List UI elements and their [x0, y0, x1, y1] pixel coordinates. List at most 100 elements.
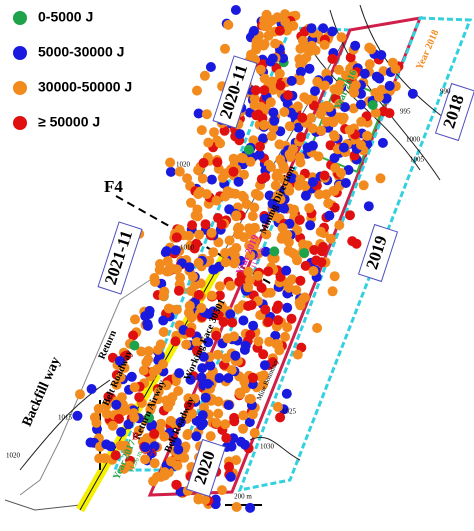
event-dot	[263, 30, 274, 41]
event-dot	[116, 427, 127, 437]
event-dot	[364, 42, 375, 53]
event-dot	[182, 173, 193, 184]
event-dot	[373, 91, 384, 102]
event-dot	[259, 213, 270, 224]
event-dot	[272, 401, 283, 412]
event-dot	[171, 479, 182, 490]
event-dot	[244, 417, 255, 428]
event-dot	[175, 417, 186, 427]
event-dot	[91, 417, 102, 428]
event-dot	[261, 9, 272, 20]
point-label: B	[132, 431, 139, 442]
event-dot	[172, 264, 182, 275]
legend-label: 5000-30000 J	[38, 44, 124, 60]
event-dot	[171, 304, 182, 315]
event-dot	[174, 166, 185, 177]
event-dot	[281, 265, 292, 276]
event-dot	[311, 255, 322, 266]
event-dot	[193, 289, 204, 300]
event-dot	[277, 222, 288, 233]
event-dot	[254, 149, 265, 160]
event-dot	[245, 394, 256, 404]
event-dot	[295, 300, 306, 311]
event-dot	[198, 351, 209, 362]
event-dot	[184, 262, 195, 273]
event-dot	[229, 331, 239, 342]
event-dot	[284, 282, 294, 293]
event-dot	[306, 23, 317, 34]
event-dot	[213, 237, 224, 248]
event-dot	[240, 340, 251, 351]
event-dot	[319, 80, 330, 91]
event-dot	[193, 494, 204, 505]
event-dot	[186, 312, 197, 323]
event-dot	[233, 222, 244, 233]
event-dot	[235, 129, 245, 140]
event-dot	[140, 454, 151, 465]
event-dot	[144, 305, 155, 316]
event-dot	[321, 189, 332, 200]
contour-label: 1025	[282, 408, 297, 416]
legend-label: 30000-50000 J	[38, 79, 132, 95]
event-dot	[161, 246, 172, 257]
event-dot	[161, 380, 172, 391]
event-dot	[126, 371, 137, 382]
event-dot	[123, 419, 134, 430]
event-dot	[265, 287, 276, 298]
event-dot	[318, 241, 329, 252]
event-dot	[226, 365, 237, 376]
event-dot	[211, 330, 222, 341]
event-dot	[114, 413, 124, 424]
event-dot	[316, 125, 326, 136]
event-dot	[93, 403, 104, 414]
event-dot	[251, 36, 262, 47]
event-dot	[350, 40, 361, 51]
event-dot	[263, 266, 274, 277]
event-dot	[194, 229, 205, 240]
event-dot	[204, 255, 215, 266]
event-dot	[250, 85, 261, 96]
event-dot	[231, 502, 242, 512]
event-dot	[377, 137, 388, 148]
event-dot	[140, 442, 151, 453]
event-dot	[245, 225, 256, 236]
event-dot	[114, 356, 125, 366]
event-dot	[245, 156, 256, 167]
event-dot	[271, 171, 282, 182]
event-dot	[378, 66, 389, 77]
event-dot	[249, 25, 259, 36]
event-dot	[172, 460, 183, 471]
event-dot	[190, 210, 201, 221]
event-dot	[293, 180, 304, 191]
event-dot	[253, 270, 263, 281]
event-dot	[111, 399, 122, 410]
event-dot	[292, 101, 303, 112]
event-dot	[329, 130, 339, 141]
scale-label: 200 m	[234, 493, 252, 501]
legend-swatch	[13, 46, 27, 60]
event-dot	[159, 467, 170, 478]
event-dot	[152, 472, 162, 482]
event-dot	[293, 122, 304, 133]
year-label: Year 2018	[414, 28, 441, 71]
event-dot	[307, 123, 318, 134]
event-dot	[292, 255, 302, 266]
event-dot	[325, 140, 336, 151]
event-dot	[158, 359, 168, 370]
event-dot	[220, 257, 231, 268]
event-dot	[283, 237, 294, 248]
event-dot	[305, 220, 316, 231]
event-dot	[111, 379, 122, 390]
event-dot	[338, 142, 349, 153]
event-dot	[300, 260, 311, 271]
event-dot	[313, 151, 324, 162]
event-dot	[158, 327, 169, 337]
event-dot	[259, 39, 270, 49]
event-dot	[275, 412, 286, 423]
event-dot	[195, 278, 206, 289]
event-dot	[249, 427, 260, 438]
event-dot	[216, 219, 227, 230]
event-dot	[295, 43, 306, 54]
event-dot	[149, 441, 160, 452]
event-dot	[159, 286, 170, 297]
